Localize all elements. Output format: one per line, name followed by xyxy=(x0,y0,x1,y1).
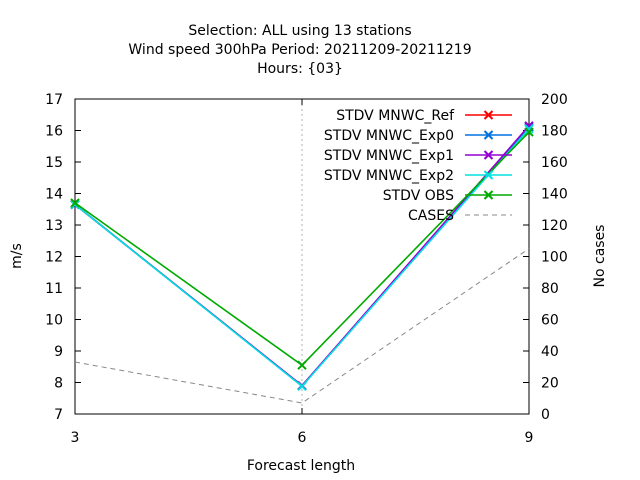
y-tick-label: 15 xyxy=(45,155,63,171)
y2-tick-label: 140 xyxy=(541,187,568,203)
data-point xyxy=(524,127,534,137)
y-tick-label: 12 xyxy=(45,250,63,266)
y2-tick-label: 20 xyxy=(541,376,559,392)
y2-axis-ticks: 0 20 40 60 80 100 120 140 160 180 200 xyxy=(523,92,568,423)
data-point xyxy=(297,381,307,391)
chart-title-line-3: Hours: {03} xyxy=(257,61,343,77)
series-group xyxy=(70,121,534,404)
series-line xyxy=(74,128,530,388)
y-tick-label: 7 xyxy=(54,407,63,423)
y2-tick-label: 120 xyxy=(541,218,568,234)
data-point xyxy=(70,198,80,208)
y-tick-label: 13 xyxy=(45,218,63,234)
x-tick-label: 9 xyxy=(525,430,534,446)
y-tick-label: 9 xyxy=(54,344,63,360)
x-tick-label: 6 xyxy=(298,430,307,446)
y2-tick-label: 180 xyxy=(541,124,568,140)
legend-label: STDV MNWC_Exp1 xyxy=(324,148,454,164)
legend-label: CASES xyxy=(408,208,454,224)
data-point xyxy=(524,124,534,134)
legend: STDV MNWC_Ref STDV MNWC_Exp0 STDV MNWC_Exp… xyxy=(324,108,512,224)
axes xyxy=(74,98,530,415)
y2-tick-label: 0 xyxy=(541,407,550,423)
y2-tick-label: 40 xyxy=(541,344,559,360)
legend-marker xyxy=(483,190,494,200)
legend-label: STDV OBS xyxy=(383,188,454,204)
y-tick-label: 11 xyxy=(45,281,63,297)
data-point xyxy=(70,199,80,210)
x-axis-label: Forecast length xyxy=(247,458,355,474)
y2-tick-label: 80 xyxy=(541,281,559,297)
data-point xyxy=(297,360,307,370)
chart-title: Selection: ALL using 13 stations Wind sp… xyxy=(128,23,471,77)
series-stdv-mnwc-exp2 xyxy=(70,124,534,391)
y-tick-label: 17 xyxy=(45,92,63,108)
y-axis-label: m/s xyxy=(9,243,25,269)
legend-label: STDV MNWC_Exp2 xyxy=(324,168,454,184)
y-tick-label: 10 xyxy=(45,313,63,329)
chart-title-line-1: Selection: ALL using 13 stations xyxy=(188,23,411,39)
y2-tick-label: 60 xyxy=(541,313,559,329)
y-tick-label: 16 xyxy=(45,124,63,140)
series-line xyxy=(74,248,530,404)
x-tick-label: 3 xyxy=(71,430,80,446)
legend-marker xyxy=(483,130,494,140)
y2-tick-label: 100 xyxy=(541,250,568,266)
y2-tick-label: 200 xyxy=(541,92,568,108)
x-axis-ticks: 3 6 9 xyxy=(71,99,534,446)
series-stdv-obs xyxy=(70,127,534,370)
y-tick-label: 14 xyxy=(45,187,63,203)
y-axis-ticks: 7 8 9 10 11 12 13 14 15 16 17 xyxy=(45,92,81,423)
y-tick-label: 8 xyxy=(54,376,63,392)
legend-marker xyxy=(483,150,494,160)
legend-marker xyxy=(483,170,494,180)
series-cases xyxy=(74,248,530,404)
legend-marker xyxy=(483,110,494,120)
legend-label: STDV MNWC_Exp0 xyxy=(324,128,454,144)
y2-axis-label: No cases xyxy=(592,225,608,288)
series-line xyxy=(74,126,530,387)
series-line xyxy=(74,126,530,387)
chart-title-line-2: Wind speed 300hPa Period: 20211209-20211… xyxy=(128,42,471,58)
legend-label: STDV MNWC_Ref xyxy=(336,108,455,124)
plot-frame xyxy=(74,98,530,415)
y2-tick-label: 160 xyxy=(541,155,568,171)
